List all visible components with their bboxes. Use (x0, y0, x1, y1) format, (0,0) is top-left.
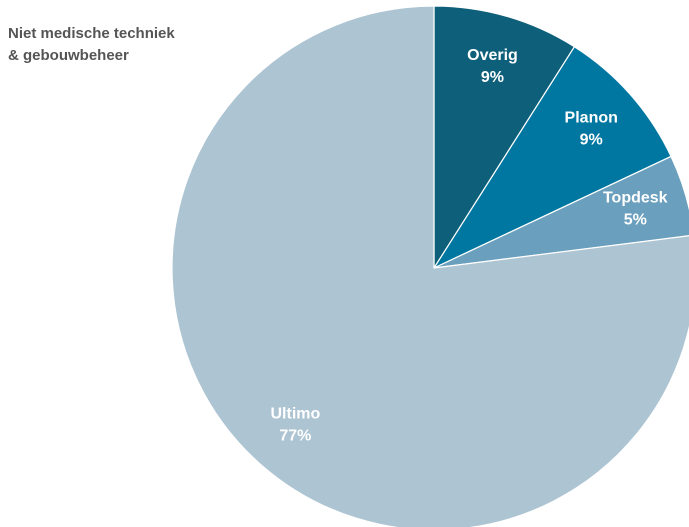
slice-value-label: 9% (580, 132, 603, 149)
pie-slice (171, 5, 689, 527)
slice-label: Overig (467, 47, 518, 64)
slice-label: Ultimo (270, 405, 320, 422)
slice-value-label: 9% (481, 69, 504, 86)
pie-slice (433, 155, 689, 269)
slice-label: Planon (565, 110, 618, 127)
slice-value-label: 5% (624, 212, 647, 229)
slice-value-label: 77% (279, 427, 311, 444)
slice-label: Topdesk (603, 190, 668, 207)
chart-title: Niet medische techniek (8, 25, 175, 42)
chart-title: & gebouwbeheer (8, 47, 129, 64)
pie-slice (433, 5, 576, 271)
pie-slice (432, 45, 672, 270)
